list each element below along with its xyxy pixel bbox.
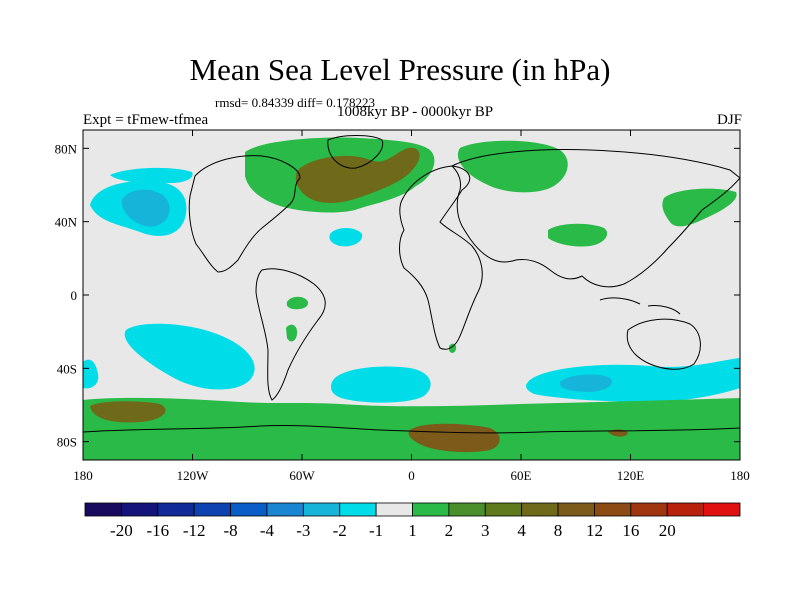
colorbar-swatch [266, 502, 304, 517]
anomaly-central-asia [548, 223, 608, 247]
colorbar-swatch [302, 502, 341, 517]
colorbar-label: -12 [183, 521, 206, 540]
colorbar-swatch [120, 502, 159, 517]
map-area [83, 130, 740, 460]
colorbar-label: -16 [146, 521, 169, 540]
indonesia-outline [599, 297, 681, 315]
north-america-outline [188, 155, 301, 273]
x-tick-label: 180 [730, 468, 750, 483]
anomaly-amazon [286, 296, 309, 310]
colorbar-label: 8 [554, 521, 563, 540]
experiment-label: Expt = tFmew-tfmea [83, 112, 209, 128]
colorbar-label: 3 [481, 521, 490, 540]
x-tick-label: 0 [408, 468, 415, 483]
europe-africa-outline [399, 165, 483, 350]
colorbar-label: 4 [517, 521, 526, 540]
anomaly-siberia [457, 140, 568, 193]
colorbar-label: -4 [260, 521, 275, 540]
colorbar-swatch [375, 502, 413, 517]
y-tick-label: 40S [57, 361, 77, 376]
anomaly-southern-ocean-core [90, 401, 166, 423]
anomaly-southern-africa [449, 343, 457, 353]
colorbar-swatch [521, 502, 559, 517]
season-label: DJF [716, 112, 742, 128]
anomaly-fields [83, 137, 740, 460]
colorbar-swatch [703, 502, 741, 517]
colorbar-swatch [230, 502, 268, 517]
asia-outline [451, 149, 740, 288]
anomaly-south-atlantic [330, 366, 431, 403]
y-tick-label: 80S [57, 435, 77, 450]
anomaly-north-pacific-core [121, 189, 170, 227]
colorbar-label: 12 [586, 521, 603, 540]
south-america-outline [255, 268, 326, 401]
colorbar-swatch [339, 502, 377, 517]
x-tick-label: 60E [511, 468, 532, 483]
period-label: 1008kyr BP - 0000kyr BP [336, 104, 494, 120]
anomaly-mid-atlantic [329, 228, 363, 247]
anomaly-southern-ocean [83, 397, 740, 460]
coastlines [83, 135, 740, 434]
colorbar-label: -3 [296, 521, 310, 540]
y-tick-label: 80N [55, 141, 78, 156]
x-tick-label: 120W [177, 468, 210, 483]
colorbar-swatch [594, 502, 632, 517]
greenland-outline [327, 135, 384, 169]
anomaly-alaska-strip [110, 167, 193, 184]
colorbar-label: -1 [369, 521, 383, 540]
colorbar-swatch [157, 502, 195, 517]
colorbar-swatch [193, 502, 231, 517]
colorbar-label: -2 [333, 521, 347, 540]
colorbar: -20 -16 -12 -8 -4 -3 -2 -1 1 2 3 4 8 12 16 20 [84, 502, 741, 540]
australia-outline [626, 318, 701, 370]
colorbar-swatch [484, 502, 523, 517]
antarctica-outline [83, 424, 740, 434]
colorbar-swatch [630, 502, 668, 517]
colorbar-swatch [412, 502, 450, 517]
chart-title: Mean Sea Level Pressure (in hPa) [189, 52, 611, 87]
colorbar-swatch [84, 502, 122, 517]
anomaly-south-indian-core [559, 374, 612, 392]
colorbar-swatch [448, 502, 486, 517]
y-tick-label: 40N [55, 215, 78, 230]
anomaly-antarctic-core [408, 423, 500, 453]
colorbar-swatch [666, 502, 705, 517]
anomaly-south-pacific-west [83, 359, 99, 389]
axis-ticks: 180 120W 60W 0 60E 120E 180 80N 40N 0 40S 80S [55, 130, 750, 483]
y-tick-label: 0 [71, 288, 78, 303]
anomaly-north-atlantic-core [295, 147, 420, 203]
colorbar-label: 16 [622, 521, 639, 540]
colorbar-swatch [557, 502, 595, 517]
anomaly-south-pacific [124, 323, 255, 390]
colorbar-label: 2 [445, 521, 454, 540]
colorbar-label: -20 [110, 521, 133, 540]
colorbar-label: -8 [223, 521, 237, 540]
x-tick-label: 180 [73, 468, 93, 483]
colorbar-label: 1 [408, 521, 417, 540]
x-tick-label: 60W [289, 468, 315, 483]
colorbar-label: 20 [659, 521, 676, 540]
anomaly-andes [286, 324, 298, 342]
x-tick-label: 120E [617, 468, 645, 483]
stats-text: rmsd= 0.84339 diff= 0.178223 [215, 95, 375, 110]
